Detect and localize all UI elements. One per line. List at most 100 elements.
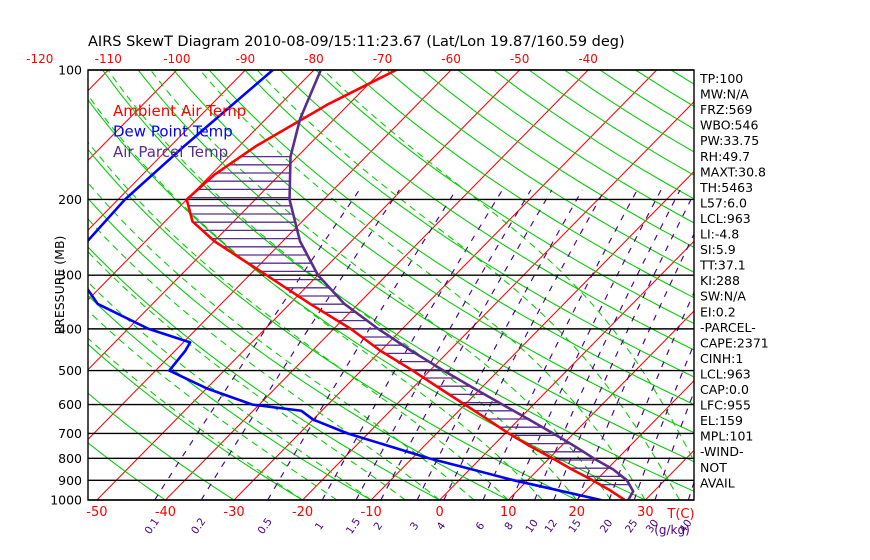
isotherm (88, 70, 452, 441)
pressure-tick-label: 800 (58, 451, 82, 466)
mixing-ratio-line (534, 189, 681, 500)
isotherm (88, 70, 178, 162)
dry-adiabat (88, 343, 303, 500)
index-item: FRZ:569 (700, 102, 753, 117)
index-item: WBO:546 (700, 118, 758, 133)
pressure-tick-label: 200 (58, 192, 82, 207)
moist-adiabat (88, 182, 475, 500)
mixing-ratio-line (355, 189, 532, 500)
dry-adiabat (102, 70, 694, 492)
moist-adiabat (88, 218, 440, 500)
mixing-ratio-line (654, 390, 694, 500)
index-item: EL:159 (700, 413, 743, 428)
dry-adiabat (88, 442, 166, 500)
moist-adiabat (88, 281, 372, 500)
bottom-temp-tick-label: 0 (436, 505, 444, 520)
legend-label-1: Ambient Air Temp (113, 102, 246, 120)
dry-adiabat (386, 70, 694, 273)
top-temp-tick-label: -120 (26, 52, 53, 66)
index-item: RH:49.7 (700, 149, 750, 164)
index-item: PW:33.75 (700, 133, 759, 148)
index-item: LCL:963 (700, 211, 751, 226)
isotherm (96, 70, 520, 500)
parcel-temp-curve (288, 70, 635, 500)
index-item: L57:6.0 (700, 195, 747, 210)
dry-adiabat (315, 70, 694, 325)
dry-adiabat (88, 246, 440, 500)
dry-adiabat (173, 70, 694, 434)
legend: Ambient Air Temp Dew Point Temp Air Parcel… (113, 102, 246, 161)
chart-title: AIRS SkewT Diagram 2010-08-09/15:11:23.6… (88, 34, 625, 50)
moist-adiabat-lines (88, 70, 694, 500)
mixing-ratio-unit-label: (g/kg) (654, 523, 690, 537)
bottom-temp-tick-label: 20 (569, 505, 586, 520)
index-item: CAPE:2371 (700, 335, 769, 350)
mixing-ratio-line (577, 232, 694, 500)
top-temp-tick-label: -100 (163, 52, 190, 66)
dry-adiabat (244, 70, 694, 378)
mixing-ratio-line (200, 189, 400, 500)
top-temp-tick-label: -60 (441, 52, 461, 66)
top-temp-tick-label: -80 (304, 52, 324, 66)
top-temp-tick-label: -40 (578, 52, 598, 66)
dry-adiabat (279, 70, 694, 351)
isotherm (370, 170, 694, 500)
dry-adiabat (88, 98, 646, 500)
mixing-ratio-line (267, 189, 457, 500)
pressure-tick-label: 700 (58, 426, 82, 441)
index-item: MW:N/A (700, 87, 749, 102)
pressure-tick-labels: 100 200 300 400 500 600 700 800 900 1000 (50, 63, 82, 508)
index-item: AVAIL (700, 475, 735, 490)
index-item: CINH:1 (700, 351, 743, 366)
x-axis-label: T(C) (666, 507, 694, 522)
index-item: -PARCEL- (700, 320, 756, 335)
moist-adiabat (323, 70, 694, 463)
index-item: EI:0.2 (700, 304, 736, 319)
isotherm (88, 70, 315, 301)
isotherm (576, 380, 694, 500)
moist-adiabat (88, 251, 406, 500)
data-curves (88, 70, 635, 500)
moist-adiabat (88, 310, 338, 500)
pressure-tick-label: 500 (58, 363, 82, 378)
pressure-tick-label: 1000 (50, 493, 82, 508)
index-item: CAP:0.0 (700, 382, 749, 397)
legend-label-2: Dew Point Temp (113, 123, 233, 141)
legend-label-3: Air Parcel Temp (113, 143, 228, 161)
top-temp-tick-label: -50 (510, 52, 530, 66)
index-item: TP:100 (699, 71, 743, 86)
index-item: NOT (700, 460, 727, 475)
cape-hatch-region (188, 155, 630, 486)
bottom-temp-tick-label: -50 (86, 505, 107, 520)
bottom-temp-tick-label: -20 (292, 505, 313, 520)
bottom-temp-tick-label: 30 (637, 505, 654, 520)
isotherm (88, 70, 246, 231)
index-item: LFC:955 (700, 398, 751, 413)
mixing-ratio-line (482, 189, 638, 500)
dry-adiabat (88, 294, 372, 500)
top-temp-tick-label: -70 (373, 52, 393, 66)
dry-adiabat (422, 70, 694, 248)
index-item: -WIND- (700, 444, 744, 459)
moist-adiabat (150, 70, 612, 500)
index-item: TH:5463 (699, 180, 753, 195)
pressure-tick-label: 600 (58, 397, 82, 412)
top-temp-tick-label: -110 (95, 52, 122, 66)
top-temperature-ticks: -120 -110 -100 -90 -80 -70 -60 -50 -40 (26, 52, 598, 66)
dry-adiabat (350, 70, 694, 299)
dry-adiabat (88, 148, 578, 500)
dry-adiabat (137, 70, 694, 463)
bottom-temp-tick-label: 10 (500, 505, 517, 520)
bottom-temp-tick-label: -30 (223, 505, 244, 520)
bottom-temp-tick-label: -40 (155, 505, 176, 520)
mixing-ratio-line (633, 342, 694, 500)
ambient-temp-curve (185, 70, 627, 500)
mixing-ratio-line (321, 189, 503, 500)
moist-adiabat (199, 70, 646, 500)
index-item: LCL:963 (700, 366, 751, 381)
index-item: MPL:101 (700, 429, 753, 444)
index-item: MAXT:30.8 (700, 164, 766, 179)
indices-panel: TP:100MW:N/AFRZ:569WBO:546PW:33.75RH:49.… (699, 71, 769, 490)
